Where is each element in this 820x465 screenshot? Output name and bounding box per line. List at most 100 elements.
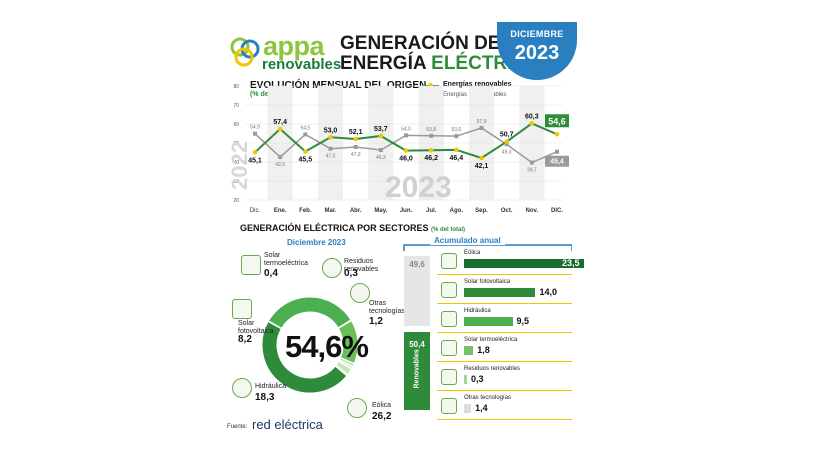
label-otras: Otras tecnologías [369, 300, 405, 315]
sector-title-unit: (% del total) [431, 227, 466, 233]
acumulado-bracket [403, 244, 572, 251]
point-renewable [328, 135, 333, 140]
data-label-non-renewable: 57,9 [477, 119, 487, 125]
bar-row: Hidráulica 9,5 [437, 306, 572, 333]
wind-icon [347, 398, 367, 418]
bar-label: Otras tecnologías [464, 395, 512, 401]
label-eolica: Eólica [372, 402, 392, 409]
value-solar-foto: 8,2 [238, 334, 252, 345]
donut-center-value: 54,6% [285, 329, 369, 364]
data-label-renewable: 46,2 [424, 155, 438, 162]
title-energia: ENERGÍA [340, 53, 426, 74]
bar-label: Solar fotovoltaica [464, 279, 511, 285]
legend-renewables-label: Energías renovables [443, 81, 512, 88]
donut-slice-e-lica [261, 320, 348, 394]
bar [464, 259, 584, 268]
point-non-renewable [378, 148, 383, 153]
sector-icon [441, 340, 457, 356]
x-tick-label: Sep. [475, 208, 488, 214]
point-renewable [454, 147, 459, 153]
line-chart-title: EVOLUCIÓN MENSUAL DEL ORIGEN [250, 80, 427, 91]
point-non-renewable [303, 132, 308, 137]
donut-chart [261, 296, 359, 394]
donut-slice-solar-fotovoltaica [337, 319, 359, 365]
point-renewable [277, 126, 283, 132]
solar-pv-icon [232, 299, 252, 319]
bar-row: Solar fotovoltaica 14,0 [437, 277, 572, 304]
value-residuos: 0,3 [344, 268, 358, 279]
data-label-non-renewable: 49,3 [502, 149, 512, 155]
data-label-renewable: 57,4 [273, 119, 287, 126]
label-hidraulica: Hidráulica [255, 383, 287, 390]
data-label-non-renewable: 54,0 [401, 126, 411, 132]
data-label-renewable: 52,1 [349, 129, 363, 136]
stack-non-renewable [404, 256, 430, 326]
point-non-renewable [504, 142, 509, 147]
point-renewable [303, 149, 308, 154]
point-renewable [252, 150, 258, 155]
bar-value: 9,5 [516, 316, 530, 326]
waste-icon [322, 258, 342, 278]
bar [464, 375, 467, 384]
x-tick-label: May. [374, 208, 387, 214]
bar-value: 0,3 [471, 374, 484, 384]
x-tick-label: Nov. [526, 208, 539, 214]
point-non-renewable [454, 134, 459, 139]
data-label-renewable: 60,3 [525, 113, 539, 120]
watermark-2023: 2023 [385, 171, 452, 204]
badge-year: 2023 [514, 42, 560, 64]
other-tech-icon [350, 283, 370, 303]
x-tick-label: Dic. [250, 208, 261, 214]
logo-subtitle: renovables [262, 56, 342, 73]
bar-value: 23,5 [562, 258, 580, 268]
data-label-non-renewable: 54,9 [250, 125, 260, 131]
appa-logo-icon [230, 37, 260, 67]
bar-label: Solar termoeléctrica [464, 337, 518, 343]
source-label: Fuente: [227, 424, 248, 430]
bar [464, 288, 536, 297]
sector-icon [441, 282, 457, 298]
point-renewable [378, 133, 384, 139]
point-non-renewable [555, 149, 559, 154]
highlight-non-renewable-box [545, 155, 569, 167]
data-label-renewable: 46,4 [450, 155, 464, 162]
value-otras: 1,2 [369, 316, 383, 327]
data-label-renewable: 45,1 [248, 157, 262, 164]
data-label-non-renewable: 53,6 [451, 127, 461, 133]
highlight-renewable-box [545, 114, 569, 128]
x-tick-label: Jun. [400, 208, 413, 214]
donut-slice-hidr-ulica [267, 296, 352, 330]
point-non-renewable [328, 146, 333, 151]
donut-slice-otras-tecnolog-as [335, 360, 353, 376]
y-tick-label: 80 [233, 84, 239, 90]
point-non-renewable [278, 155, 283, 160]
data-label-non-renewable: 47,9 [351, 152, 361, 158]
y-tick-label: 40 [233, 160, 239, 166]
x-tick-label: Abr. [350, 208, 362, 214]
y-tick-label: 20 [233, 198, 239, 204]
bar-value: 14,0 [539, 287, 558, 297]
x-tick-label: Jul. [426, 208, 437, 214]
bar-label: Hidráulica [464, 308, 491, 314]
bar-row: Residuos renovables 0,3 [437, 364, 572, 391]
data-label-renewable: 45,5 [299, 157, 313, 164]
y-tick-label: 70 [233, 103, 239, 109]
sector-icon [441, 253, 457, 269]
point-renewable [403, 148, 409, 153]
point-non-renewable [404, 133, 408, 138]
donut-slice-residuos-renovables [338, 359, 354, 369]
value-solar-termo: 0,4 [264, 268, 278, 279]
value-hidraulica: 18,3 [255, 392, 275, 403]
data-label-non-renewable: 39,7 [527, 168, 537, 174]
point-renewable [529, 121, 535, 126]
data-label-renewable: 53,0 [324, 127, 338, 134]
point-renewable [504, 139, 509, 144]
bar-row: Eólica 23,5 [437, 248, 584, 275]
y-tick-label: 30 [233, 179, 239, 185]
bar-value: 1,4 [475, 403, 488, 413]
bar-label: Eólica [464, 250, 481, 256]
point-renewable [554, 131, 560, 137]
sector-section-title: GENERACIÓN ELÉCTRICA POR SECTORES (% del… [240, 223, 465, 233]
solar-thermal-icon [241, 255, 261, 275]
data-label-non-renewable: 42,6 [275, 162, 285, 168]
